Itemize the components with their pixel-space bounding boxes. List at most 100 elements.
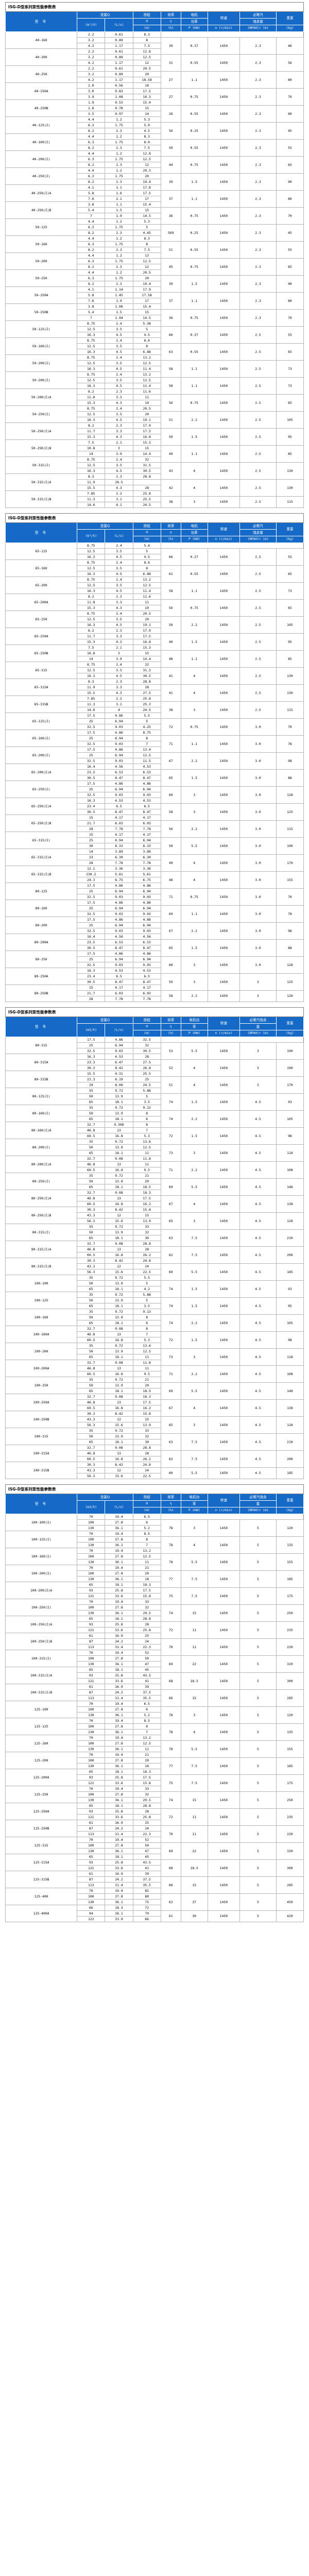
flow-m3h-cell: 4.4	[77, 133, 106, 140]
npsh-cell: 2.3	[239, 37, 277, 55]
speed-cell: 1450	[207, 1859, 241, 1877]
motor-power-cell: 4	[180, 1399, 208, 1417]
efficiency-cell: 63	[160, 1433, 181, 1451]
flow-ls-cell: 25.8	[105, 1621, 133, 1628]
flow-m3h-cell: 61	[77, 1684, 106, 1690]
head-cell: 28	[132, 1621, 161, 1628]
flow-ls-cell: 2.4	[105, 662, 133, 668]
npsh-cell: 5	[239, 1774, 277, 1792]
flow-m3h-cell: 93	[77, 1621, 106, 1628]
table-row: 56.3 15.6 22.5	[6, 1473, 304, 1479]
table-row: 11.7 3.3 17.5 50 1.5 1450 2.5 95	[6, 428, 304, 446]
flow-ls-cell: 18.1	[105, 1769, 133, 1775]
head-cell: 4.17	[132, 985, 161, 991]
flow-ls-cell: 8.42	[105, 1065, 133, 1071]
flow-ls-cell: 18.1	[105, 1099, 133, 1105]
head-cell: 9.03	[132, 911, 161, 917]
table-row: 3.2 0.89 20 27 1.1 1450 2.3 80	[6, 71, 304, 89]
motor-power-cell: 0.75	[180, 718, 208, 736]
flow-m3h-cell: 6.3	[77, 173, 106, 179]
head-cell: 8.47	[132, 945, 161, 951]
head-cell: 30	[132, 1439, 161, 1445]
flow-m3h-cell: 12.5	[77, 326, 106, 332]
speed-cell: 1450	[207, 1689, 241, 1707]
header-eff-symbol: η	[160, 18, 181, 25]
head-cell: 6.88	[132, 571, 161, 577]
head-cell: 8	[132, 1314, 161, 1320]
head-cell: 6.03	[132, 990, 161, 996]
flow-ls-cell: 3.3	[105, 599, 133, 605]
motor-power-cell: 5.5	[180, 1740, 208, 1758]
table-row: 50 13.9 32 63 7.5 1450 4.5 210	[6, 1229, 304, 1247]
flow-m3h-cell: 93	[77, 1587, 106, 1594]
head-cell: 11.8	[132, 1156, 161, 1162]
flow-ls-cell: 16.8	[105, 1405, 133, 1411]
flow-ls-cell: 27.8	[105, 1740, 133, 1747]
table-row: 15.3 4.3 16.8	[6, 434, 304, 440]
flow-m3h-cell: 93	[77, 1859, 106, 1866]
flow-ls-cell: 4.3	[105, 485, 133, 491]
flow-m3h-cell: 12.5	[77, 360, 106, 366]
flow-m3h-cell: 8.2	[77, 179, 106, 185]
head-cell: 6	[132, 1116, 161, 1122]
head-cell: 7.5	[132, 145, 161, 151]
head-cell: 6.75	[132, 877, 161, 883]
flow-m3h-cell: 4.4	[77, 116, 106, 123]
flow-m3h-cell: 15.3	[77, 400, 106, 406]
flow-ls-cell: 1.2	[105, 235, 133, 242]
head-cell: 41	[132, 1678, 161, 1684]
head-cell: 6	[132, 1706, 161, 1713]
flow-ls-cell: 6.5	[105, 803, 133, 809]
head-cell: 7.5	[132, 247, 161, 253]
head-cell: 22.3	[132, 1831, 161, 1837]
weight-cell: 300	[276, 1672, 304, 1690]
pump-model-cell: 50-250B	[5, 303, 78, 321]
speed-cell: 1450	[207, 820, 241, 838]
weight-cell: 95	[276, 428, 304, 446]
flow-ls-cell: 1.2	[105, 252, 133, 259]
motor-power-cell: 11	[180, 1808, 208, 1826]
weight-cell: 175	[276, 1587, 304, 1605]
head-cell: 8.6	[132, 560, 161, 566]
efficiency-cell: 68	[160, 1859, 181, 1877]
flow-ls-cell: 4.3	[105, 434, 133, 440]
motor-power-cell: 1.5	[180, 939, 208, 957]
head-cell: 7	[132, 741, 161, 747]
flow-ls-cell: 2.4	[105, 354, 133, 361]
head-cell: 15.4	[132, 99, 161, 106]
weight-cell: 65	[276, 258, 304, 276]
flow-m3h-cell: 130	[77, 1661, 106, 1667]
table-row: 50-200(I) 8.75 2.4 13.2	[5, 354, 304, 372]
head-cell: 30.5	[132, 1048, 161, 1054]
flow-ls-cell: 8.47	[105, 809, 133, 815]
speed-cell: 1450	[207, 1450, 241, 1468]
flow-m3h-cell: 61	[77, 1633, 106, 1639]
pump-table-block-4: ISG-D型系列泵性能参数表型 号流量Q 扬程 效率 电机功 转速 必需汽蚀余 重量 (m3/…	[5, 1484, 304, 1922]
flow-ls-cell: 6.94	[105, 922, 133, 928]
flow-m3h-cell: 70	[77, 1752, 106, 1758]
efficiency-cell: 36	[160, 207, 181, 225]
flow-ls-cell: 3.9	[105, 656, 133, 662]
weight-cell: 320	[276, 1842, 304, 1860]
table-row: 100 27.8 6 78 3 1450 5 120	[6, 1519, 304, 1537]
weight-cell: 300	[276, 1859, 304, 1877]
flow-m3h-cell: 100	[77, 1842, 106, 1849]
flow-m3h-cell: 65	[77, 1616, 106, 1622]
speed-cell: 1450	[207, 1570, 241, 1588]
motor-power-cell: 0.55	[180, 54, 208, 72]
flow-m3h-cell: 70	[77, 1701, 106, 1707]
flow-m3h-cell: 32.7	[77, 1156, 106, 1162]
flow-ls-cell: 4.86	[105, 883, 133, 889]
speed-cell: 1450	[207, 1076, 241, 1094]
weight-cell: 285	[276, 1689, 304, 1707]
flow-ls-cell: 27.8	[105, 1706, 133, 1713]
efficiency-cell: 49	[160, 854, 181, 872]
head-cell: 15	[132, 1212, 161, 1218]
efficiency-cell: 37	[160, 190, 181, 208]
head-cell: 28	[132, 1246, 161, 1252]
head-cell: 6.53	[132, 769, 161, 775]
speed-cell: 1450	[207, 582, 241, 600]
flow-m3h-cell: 8.2	[77, 162, 106, 168]
motor-power-cell: 7.5	[180, 1570, 208, 1588]
head-cell: 4.86	[132, 900, 161, 906]
